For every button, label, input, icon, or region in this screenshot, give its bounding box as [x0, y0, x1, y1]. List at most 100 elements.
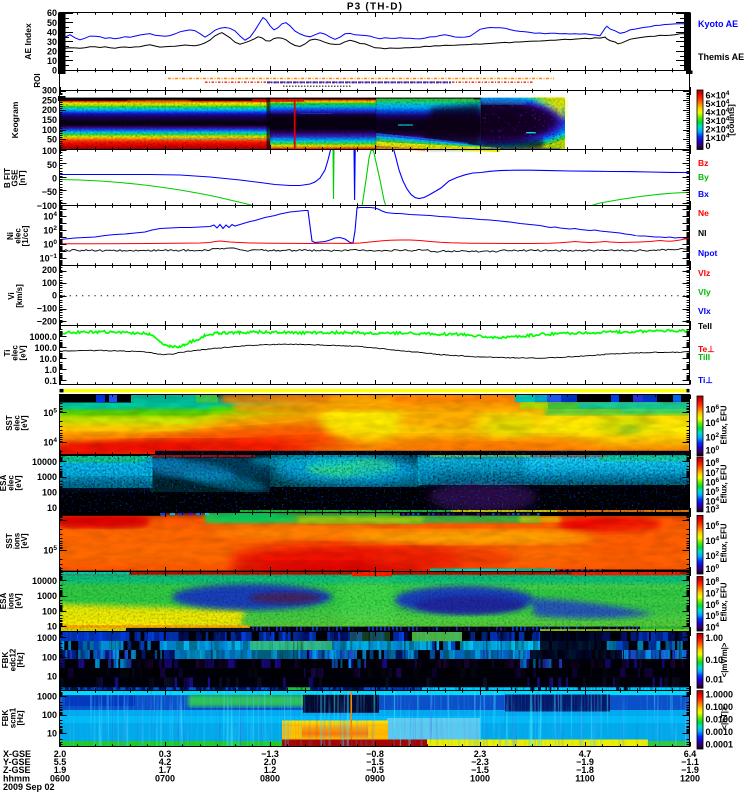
svg-text:elec: elec	[14, 228, 23, 244]
svg-text:[eV]: [eV]	[14, 593, 23, 608]
svg-text:Npot: Npot	[698, 248, 718, 258]
svg-text:10: 10	[47, 503, 57, 513]
svg-text:[eV]: [eV]	[20, 415, 29, 430]
svg-text:1000: 1000	[37, 591, 57, 601]
svg-text:[Hz]: [Hz]	[16, 710, 25, 725]
svg-text:X-GSE: X-GSE	[3, 749, 31, 759]
svg-text:−0.8: −0.8	[366, 749, 384, 759]
svg-text:10: 10	[47, 729, 57, 739]
svg-text:Eflux, EFU: Eflux, EFU	[720, 405, 729, 444]
svg-text:−1.5: −1.5	[366, 757, 384, 767]
svg-text:−0.5: −0.5	[366, 765, 384, 775]
svg-text:Themis AE: Themis AE	[698, 52, 744, 62]
svg-text:102: 102	[706, 432, 720, 443]
svg-text:100: 100	[42, 488, 57, 498]
svg-text:20: 20	[47, 46, 57, 56]
svg-text:Bx: Bx	[698, 189, 709, 199]
svg-text:Kyoto AE: Kyoto AE	[698, 19, 738, 29]
svg-text:ESA: ESA	[0, 475, 8, 492]
svg-text:2.0: 2.0	[264, 757, 277, 767]
svg-text:107: 107	[706, 588, 720, 599]
svg-text:VIx: VIx	[698, 306, 711, 316]
svg-text:4×104: 4×104	[706, 107, 730, 118]
svg-text:ions: ions	[13, 532, 22, 549]
svg-text:0.10: 0.10	[706, 655, 724, 665]
svg-text:100: 100	[706, 564, 720, 575]
svg-text:100: 100	[706, 445, 720, 456]
svg-text:105: 105	[43, 408, 57, 419]
svg-text:6×104: 6×104	[706, 90, 730, 101]
svg-text:Vi: Vi	[7, 292, 16, 299]
svg-text:−1.9: −1.9	[576, 757, 594, 767]
svg-text:50: 50	[47, 160, 57, 170]
svg-text:[eV]: [eV]	[19, 345, 28, 360]
svg-text:4.7: 4.7	[579, 749, 592, 759]
svg-text:P3 (TH-D): P3 (TH-D)	[347, 2, 403, 13]
svg-text:1000: 1000	[37, 472, 57, 482]
svg-text:1.0: 1.0	[44, 365, 57, 375]
svg-text:−100: −100	[37, 304, 57, 314]
svg-text:0.0100: 0.0100	[706, 714, 734, 724]
svg-text:0: 0	[52, 174, 57, 184]
svg-text:TeII: TeII	[698, 321, 712, 331]
svg-text:edc12: edc12	[9, 648, 18, 671]
svg-text:102: 102	[43, 225, 57, 236]
svg-text:1200: 1200	[680, 774, 700, 784]
svg-text:100: 100	[42, 652, 57, 662]
svg-text:50: 50	[47, 18, 57, 28]
svg-text:60: 60	[47, 8, 57, 18]
svg-text:5.5: 5.5	[54, 757, 67, 767]
svg-text:2.3: 2.3	[474, 749, 487, 759]
svg-text:scm1: scm1	[9, 707, 18, 728]
svg-text:100: 100	[42, 606, 57, 616]
svg-text:100: 100	[42, 146, 57, 156]
svg-text:1.00: 1.00	[706, 633, 724, 643]
svg-text:0.1000: 0.1000	[706, 702, 734, 712]
svg-text:0.1: 0.1	[44, 376, 57, 386]
svg-text:10: 10	[47, 622, 57, 632]
svg-text:−1.1: −1.1	[681, 757, 699, 767]
svg-text:200: 200	[42, 265, 57, 275]
svg-text:1.7: 1.7	[159, 765, 172, 775]
svg-text:10000: 10000	[32, 457, 57, 467]
svg-text:VIz: VIz	[698, 268, 710, 278]
svg-text:104: 104	[43, 437, 57, 448]
svg-text:Ne: Ne	[698, 208, 709, 218]
svg-text:[1/cc]: [1/cc]	[21, 225, 30, 246]
svg-text:200: 200	[42, 105, 57, 115]
svg-text:100: 100	[42, 125, 57, 135]
svg-text:SST: SST	[5, 415, 14, 431]
svg-text:Eflux, EFU: Eflux, EFU	[720, 582, 729, 621]
svg-text:[counts]: [counts]	[727, 104, 736, 136]
svg-text:By: By	[698, 172, 709, 182]
svg-text:1000: 1000	[37, 692, 57, 702]
svg-text:−1.3: −1.3	[261, 749, 279, 759]
svg-text:elec: elec	[7, 475, 16, 491]
svg-text:elec: elec	[13, 415, 22, 431]
svg-text:Y-GSE: Y-GSE	[3, 757, 31, 767]
svg-text:[km/s]: [km/s]	[15, 284, 24, 308]
svg-text:−2.3: −2.3	[471, 757, 489, 767]
svg-text:1.2: 1.2	[264, 765, 277, 775]
svg-text:Eflux, EFU: Eflux, EFU	[720, 464, 729, 503]
svg-text:104: 104	[706, 496, 720, 507]
svg-text:Te⊥: Te⊥	[698, 344, 715, 354]
svg-text:104: 104	[706, 622, 720, 633]
svg-text:VIy: VIy	[698, 287, 711, 297]
svg-text:107: 107	[706, 467, 720, 478]
svg-text:−1.5: −1.5	[471, 765, 489, 775]
svg-text:0.0010: 0.0010	[706, 727, 734, 737]
svg-text:NI: NI	[698, 228, 707, 238]
svg-text:6.4: 6.4	[684, 749, 697, 759]
svg-text:1000.0: 1000.0	[29, 332, 57, 342]
svg-text:[nT]: [nT]	[18, 170, 27, 185]
svg-text:<|mV/m|>: <|mV/m|>	[720, 642, 729, 677]
svg-text:Eflux, EFU: Eflux, EFU	[720, 523, 729, 562]
svg-text:106: 106	[706, 521, 720, 532]
svg-text:B FIT: B FIT	[3, 168, 12, 188]
svg-text:[eV]: [eV]	[14, 475, 23, 490]
svg-text:1.0000: 1.0000	[706, 689, 734, 699]
svg-text:102: 102	[706, 550, 720, 561]
svg-text:−200: −200	[37, 317, 57, 327]
svg-text:−1.8: −1.8	[576, 765, 594, 775]
